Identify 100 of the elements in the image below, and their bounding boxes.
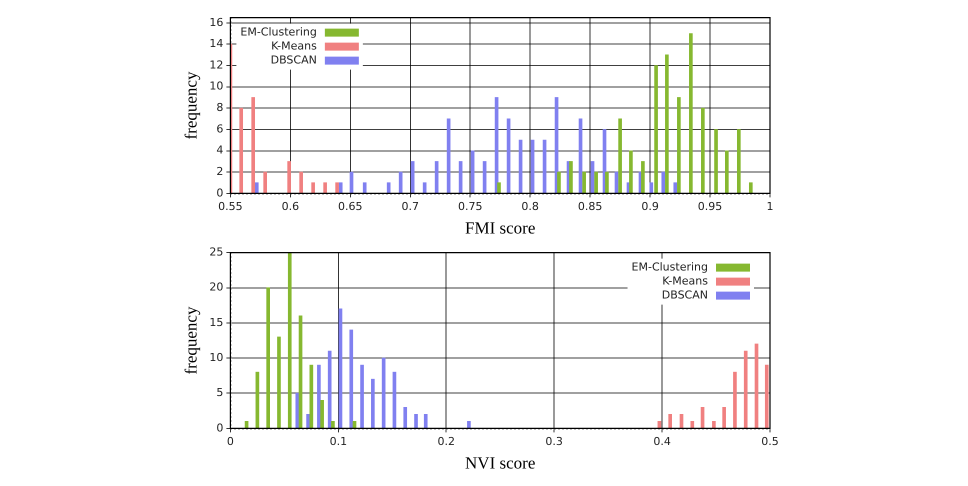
bar (701, 108, 705, 194)
y-tick-label: 4 (216, 144, 224, 157)
bar (360, 364, 364, 428)
bar (649, 182, 654, 194)
bar (712, 421, 716, 428)
bar (690, 421, 694, 428)
bar (748, 182, 753, 194)
bar (403, 406, 408, 428)
bar (661, 172, 666, 194)
bar (518, 140, 522, 194)
bar (338, 308, 342, 428)
bar (618, 118, 622, 194)
bar (323, 182, 327, 194)
x-tick-label: 0.65 (338, 200, 363, 213)
bar (542, 140, 546, 194)
bar (424, 414, 428, 428)
bar (582, 172, 586, 194)
bar (382, 358, 386, 428)
bar (722, 406, 726, 428)
bar (277, 336, 281, 428)
x-tick-label: 0.85 (578, 200, 602, 213)
y-tick-label: 16 (209, 16, 224, 29)
bar (725, 150, 729, 194)
bar (629, 150, 633, 194)
bar (392, 372, 396, 428)
bar (263, 172, 267, 194)
x-tick-label: 0.55 (218, 200, 243, 213)
bar (744, 350, 748, 428)
bar (530, 140, 534, 194)
y-axis-title: frequency (182, 306, 201, 374)
bar (614, 172, 618, 194)
bar (689, 33, 693, 194)
bar (331, 421, 335, 428)
bar (605, 172, 609, 194)
bar (482, 161, 486, 194)
x-axis-title: NVI score (465, 453, 536, 472)
bar (320, 400, 324, 428)
bar (569, 161, 573, 194)
bar (328, 350, 332, 428)
y-tick-label: 20 (209, 280, 224, 294)
bar (317, 364, 321, 428)
bar (251, 97, 256, 194)
bar (764, 364, 769, 428)
bar (497, 182, 501, 194)
bar (414, 414, 418, 428)
bar (654, 65, 658, 194)
bar (736, 129, 741, 194)
legend-label: K-Means (662, 274, 708, 288)
bar (467, 421, 471, 428)
bar (239, 108, 244, 194)
bar (494, 97, 498, 194)
y-tick-label: 14 (209, 37, 224, 50)
y-tick-label: 0 (216, 421, 224, 434)
x-tick-label: 0.4 (653, 434, 671, 448)
bar (700, 406, 704, 428)
legend-label: DBSCAN (662, 288, 708, 302)
x-tick-label: 0.1 (330, 434, 348, 448)
bar (590, 161, 594, 194)
legend-label: K-Means (271, 39, 318, 52)
bar (506, 118, 510, 194)
y-tick-label: 15 (209, 316, 224, 329)
bar (362, 182, 367, 194)
y-tick-label: 12 (209, 58, 224, 72)
bar (338, 182, 343, 194)
bar (256, 372, 260, 428)
bar (288, 252, 292, 428)
x-tick-label: 0.95 (698, 200, 722, 213)
bar (298, 316, 302, 428)
bar (350, 172, 354, 194)
y-tick-label: 6 (216, 122, 224, 136)
y-tick-label: 10 (209, 350, 224, 364)
bar (311, 182, 315, 194)
bar (714, 129, 718, 194)
bar (349, 330, 354, 428)
legend-label: EM-Clustering (632, 260, 708, 274)
x-tick-label: 0.8 (521, 200, 539, 213)
bar (680, 414, 684, 428)
y-tick-label: 5 (216, 386, 224, 400)
bar (658, 421, 662, 428)
bar (458, 161, 462, 194)
bar (557, 172, 561, 194)
x-tick-label: 0.3 (545, 434, 563, 448)
bar (733, 372, 737, 428)
bar (422, 182, 426, 194)
y-tick-label: 2 (216, 164, 224, 178)
bar (665, 54, 669, 194)
x-axis-title: FMI score (465, 218, 536, 238)
x-tick-label: 1 (766, 200, 774, 213)
bar (386, 182, 391, 194)
bar (554, 97, 558, 194)
x-tick-label: 0.6 (282, 200, 300, 213)
bar (434, 161, 438, 194)
y-tick-label: 10 (209, 80, 224, 93)
bar (254, 182, 259, 194)
bar (299, 172, 303, 194)
bar (410, 161, 414, 194)
x-tick-label: 0.5 (761, 434, 779, 448)
x-tick-label: 0.9 (641, 200, 659, 213)
bar (668, 414, 672, 428)
bar (287, 161, 291, 194)
